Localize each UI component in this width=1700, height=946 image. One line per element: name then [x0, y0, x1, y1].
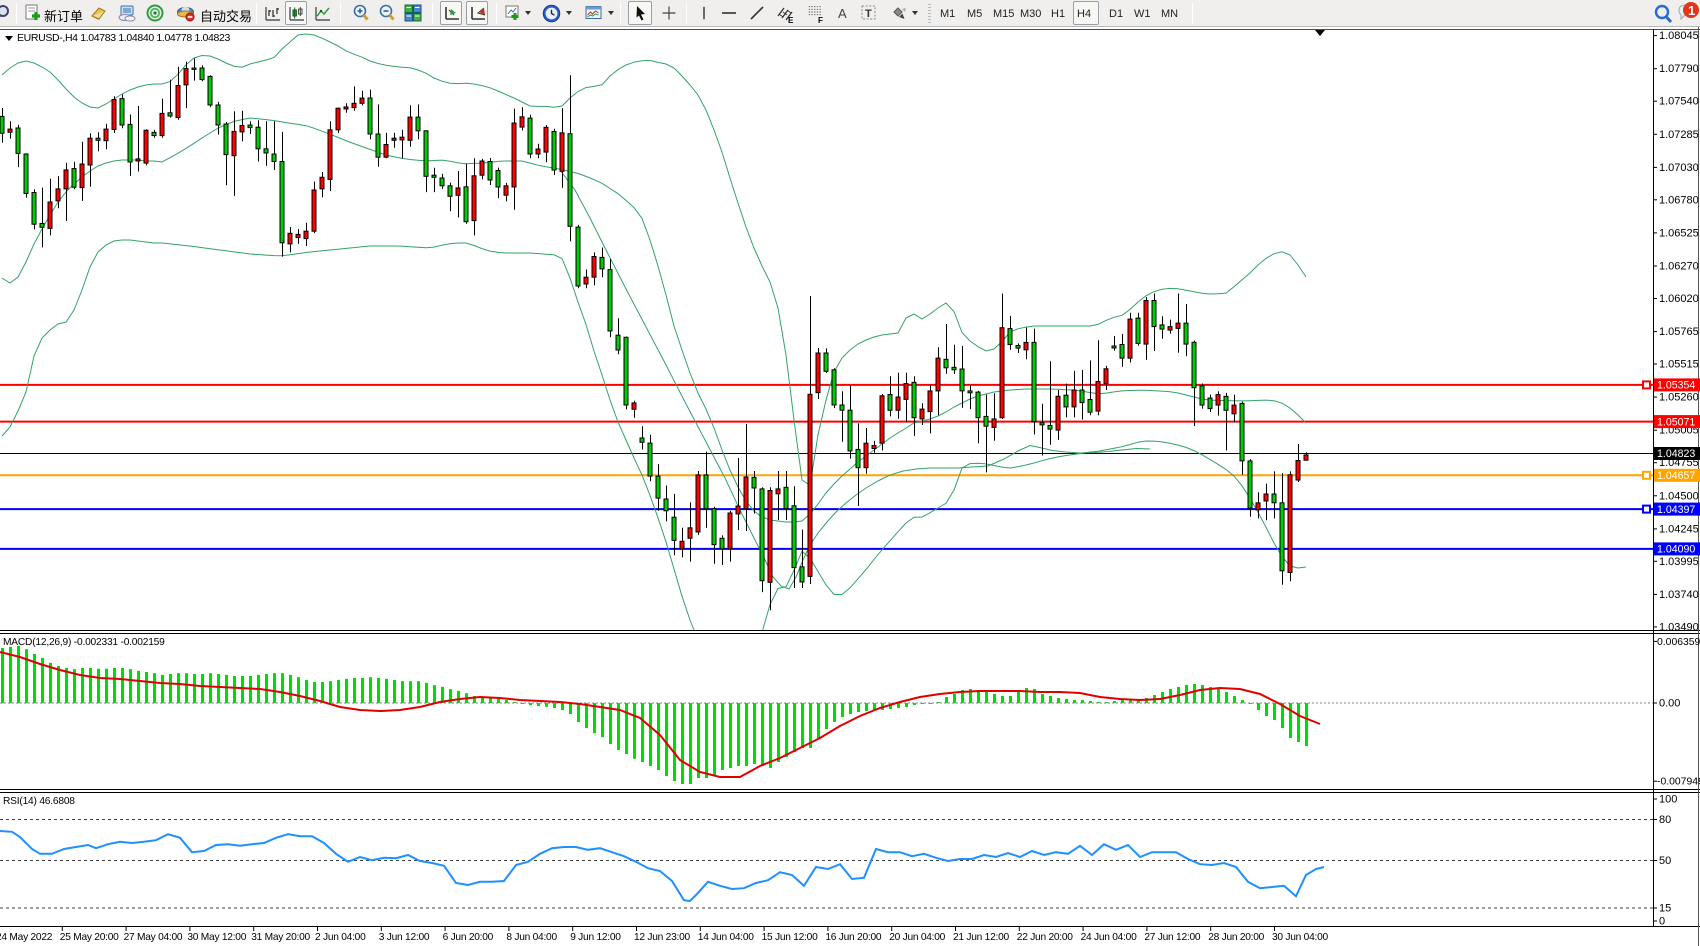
- svg-text:31 May 20:00: 31 May 20:00: [251, 932, 310, 943]
- svg-text:1.04090: 1.04090: [1657, 544, 1695, 556]
- svg-text:3 Jun 12:00: 3 Jun 12:00: [379, 932, 430, 943]
- svg-text:8 Jun 04:00: 8 Jun 04:00: [506, 932, 557, 943]
- svg-text:9 Jun 12:00: 9 Jun 12:00: [570, 932, 621, 943]
- svg-text:1.04397: 1.04397: [1657, 504, 1695, 516]
- svg-text:12 Jun 23:00: 12 Jun 23:00: [634, 932, 690, 943]
- svg-text:-0.007949: -0.007949: [1657, 777, 1700, 788]
- svg-text:100: 100: [1659, 794, 1677, 806]
- svg-text:1.05354: 1.05354: [1657, 380, 1695, 392]
- svg-text:1.05515: 1.05515: [1659, 359, 1699, 371]
- svg-text:30 May 12:00: 30 May 12:00: [187, 932, 246, 943]
- svg-text:1.04657: 1.04657: [1657, 470, 1695, 482]
- svg-text:21 Jun 12:00: 21 Jun 12:00: [953, 932, 1009, 943]
- svg-text:EURUSD-,H4 1.04783 1.04840 1.: EURUSD-,H4 1.04783 1.04840 1.04778 1.048…: [17, 32, 230, 44]
- svg-text:1.05765: 1.05765: [1659, 326, 1699, 338]
- svg-text:1.06270: 1.06270: [1659, 261, 1699, 273]
- svg-text:1: 1: [1688, 3, 1695, 18]
- svg-text:1.06780: 1.06780: [1659, 194, 1699, 206]
- svg-text:1.06020: 1.06020: [1659, 293, 1699, 305]
- svg-text:1.03740: 1.03740: [1659, 589, 1699, 601]
- svg-text:RSI(14) 46.6808: RSI(14) 46.6808: [3, 796, 75, 807]
- svg-text:1.07030: 1.07030: [1659, 162, 1699, 174]
- svg-text:0.00: 0.00: [1659, 698, 1680, 710]
- svg-text:1.04755: 1.04755: [1659, 457, 1699, 469]
- svg-text:15 Jun 12:00: 15 Jun 12:00: [762, 932, 818, 943]
- svg-text:1.08045: 1.08045: [1659, 30, 1699, 42]
- svg-text:1.04245: 1.04245: [1659, 523, 1699, 535]
- svg-text:MACD(12,26,9) -0.002331 -0.002: MACD(12,26,9) -0.002331 -0.002159: [3, 637, 165, 648]
- svg-text:20 Jun 04:00: 20 Jun 04:00: [889, 932, 945, 943]
- svg-text:15: 15: [1659, 903, 1671, 915]
- svg-text:27 May 04:00: 27 May 04:00: [124, 932, 183, 943]
- svg-text:0.006359: 0.006359: [1657, 637, 1700, 648]
- svg-text:T: T: [865, 8, 872, 20]
- svg-text:22 Jun 20:00: 22 Jun 20:00: [1017, 932, 1073, 943]
- svg-text:1.07285: 1.07285: [1659, 129, 1699, 141]
- svg-text:80: 80: [1659, 814, 1671, 826]
- svg-text:1.03995: 1.03995: [1659, 556, 1699, 568]
- svg-text:24 Jun 04:00: 24 Jun 04:00: [1081, 932, 1137, 943]
- svg-text:1.06525: 1.06525: [1659, 227, 1699, 239]
- svg-text:1.04500: 1.04500: [1659, 490, 1699, 502]
- svg-text:30 Jun 04:00: 30 Jun 04:00: [1272, 932, 1328, 943]
- svg-text:27 Jun 12:00: 27 Jun 12:00: [1144, 932, 1200, 943]
- svg-text:24 May 2022: 24 May 2022: [0, 932, 53, 943]
- svg-text:6 Jun 20:00: 6 Jun 20:00: [443, 932, 494, 943]
- svg-text:1.05260: 1.05260: [1659, 392, 1699, 404]
- svg-text:28 Jun 20:00: 28 Jun 20:00: [1208, 932, 1264, 943]
- svg-text:0: 0: [1659, 916, 1665, 928]
- svg-text:16 Jun 20:00: 16 Jun 20:00: [825, 932, 881, 943]
- svg-text:1.05071: 1.05071: [1657, 416, 1695, 428]
- svg-text:14 Jun 04:00: 14 Jun 04:00: [698, 932, 754, 943]
- svg-text:1.04823: 1.04823: [1657, 448, 1695, 460]
- svg-text:50: 50: [1659, 855, 1671, 867]
- svg-text:25 May 20:00: 25 May 20:00: [60, 932, 119, 943]
- svg-text:1.03490: 1.03490: [1659, 621, 1699, 633]
- svg-text:1.07540: 1.07540: [1659, 96, 1699, 108]
- svg-text:2 Jun 04:00: 2 Jun 04:00: [315, 932, 366, 943]
- svg-text:1.07790: 1.07790: [1659, 63, 1699, 75]
